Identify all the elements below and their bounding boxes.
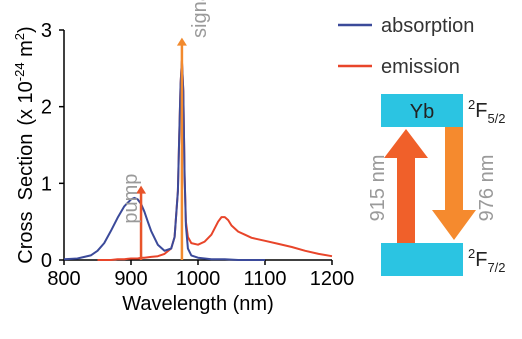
lower-level-label: 2F7/2: [468, 246, 506, 275]
upper-level-bar: [381, 94, 463, 127]
signal-wavelength-label: 976 nm: [476, 155, 498, 222]
y-tick-label: 2: [41, 97, 52, 119]
signal-transition-arrow: [432, 127, 476, 240]
upper-level-letter: F: [475, 100, 487, 122]
series-line-absorption: [63, 59, 265, 261]
legend-label-emission: emission: [381, 56, 460, 78]
marker-arrows: pump signal: [120, 0, 211, 260]
y-axis-title-unit-mid: m: [15, 40, 37, 62]
y-axis-title-main: Cross Section: [15, 134, 37, 264]
series-line-emission: [97, 59, 333, 261]
y-tick-label: 0: [41, 250, 52, 272]
upper-level-superscript: 2: [468, 97, 475, 112]
series-lines: [63, 59, 333, 261]
signal-marker-label: signal: [189, 0, 211, 38]
pump-wavelength-label: 915 nm: [367, 155, 389, 222]
lower-level-letter: F: [475, 249, 487, 271]
lower-level-superscript: 2: [468, 246, 475, 261]
x-tick-label: 1000: [176, 268, 221, 290]
energy-level-diagram: Yb 2F5/2 2F7/2 915 nm 976 nm: [367, 94, 506, 276]
plot-area: 800 900 1000 1100 1200 0 1 2 3 pump signal: [41, 0, 354, 290]
y-tick-label: 3: [41, 20, 52, 42]
y-axis-title-unit-exp: -24: [12, 62, 27, 81]
signal-marker-arrowhead: [176, 37, 187, 46]
y-axis-title-unit-exp2: 2: [12, 33, 27, 40]
y-axis-title-unit-pre: (x 10: [15, 81, 37, 125]
y-ticks: 0 1 2 3: [41, 20, 64, 272]
x-tick-label: 900: [114, 268, 147, 290]
x-axis-title: Wavelength (nm): [122, 293, 274, 315]
upper-level-subscript: 5/2: [487, 111, 505, 126]
x-tick-label: 1100: [243, 268, 286, 290]
pump-transition-arrow: [384, 129, 428, 243]
legend: absorption emission: [338, 15, 474, 78]
x-tick-label: 1200: [310, 268, 355, 290]
lower-level-bar: [381, 243, 463, 276]
y-axis-title-unit-post: ): [15, 26, 37, 33]
x-tick-label: 800: [47, 268, 80, 290]
pump-marker-arrowhead: [136, 185, 147, 194]
y-axis-title: Cross Section (x 10-24 m2): [12, 26, 37, 263]
ion-label: Yb: [410, 101, 434, 123]
legend-label-absorption: absorption: [381, 15, 474, 37]
lower-level-subscript: 7/2: [487, 260, 505, 275]
pump-marker-label: pump: [120, 174, 142, 224]
upper-level-label: 2F5/2: [468, 97, 506, 126]
x-ticks: 800 900 1000 1100 1200: [47, 260, 354, 290]
y-tick-label: 1: [41, 173, 52, 195]
